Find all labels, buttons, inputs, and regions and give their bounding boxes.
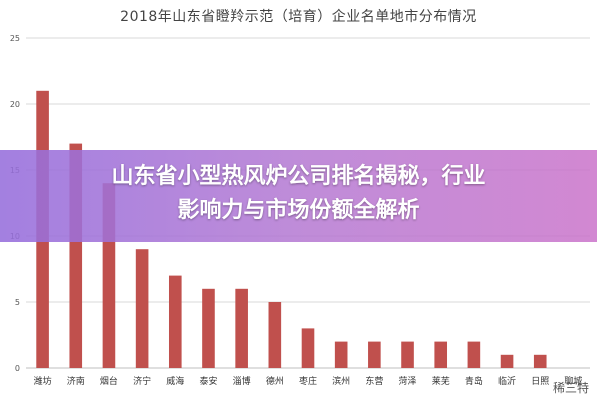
bar xyxy=(434,341,448,368)
x-tick-label: 德州 xyxy=(266,375,284,387)
x-tick-label: 菏泽 xyxy=(399,376,417,387)
y-tick-label: 20 xyxy=(10,100,20,109)
x-tick-label: 威海 xyxy=(166,375,184,387)
x-tick-label: 泰安 xyxy=(199,375,217,387)
bar xyxy=(268,302,282,368)
x-tick-label: 淄博 xyxy=(233,375,251,387)
x-tick-label: 青岛 xyxy=(465,375,483,387)
x-tick-label: 潍坊 xyxy=(34,375,52,387)
x-tick-label: 莱芜 xyxy=(432,375,450,387)
x-tick-label: 烟台 xyxy=(100,375,118,387)
chart-title: 2018年山东省瞪羚示范（培育）企业名单地市分布情况 xyxy=(120,9,477,25)
headline-line-2: 影响力与市场份额全解析 xyxy=(177,198,420,223)
bar xyxy=(401,341,414,368)
bar xyxy=(301,328,315,368)
bar xyxy=(202,288,215,368)
headline-line-1: 山东省小型热风炉公司排名揭秘，行业 xyxy=(111,164,486,189)
bar xyxy=(368,341,381,368)
x-tick-label: 日照 xyxy=(531,376,549,387)
watermark-logo: 稀三特 xyxy=(552,381,589,395)
y-tick-label: 0 xyxy=(15,364,20,373)
bar xyxy=(235,288,248,368)
y-tick-label: 5 xyxy=(15,298,20,307)
x-tick-label: 聊城 xyxy=(564,375,582,387)
x-tick-label: 枣庄 xyxy=(299,375,317,387)
bar xyxy=(467,341,481,368)
y-tick-label: 25 xyxy=(10,34,20,43)
headline-banner xyxy=(0,150,597,242)
x-tick-label: 东营 xyxy=(365,375,383,387)
bar xyxy=(135,249,149,368)
headline-text: 山东省小型热风炉公司排名揭秘，行业 影响力与市场份额全解析 xyxy=(0,160,597,228)
bar xyxy=(168,275,182,368)
bar xyxy=(334,341,348,368)
bar xyxy=(500,354,514,368)
bar xyxy=(533,354,547,368)
x-tick-label: 滨州 xyxy=(332,375,350,387)
x-tick-label: 济南 xyxy=(67,375,85,387)
x-tick-label: 临沂 xyxy=(498,375,516,387)
x-tick-label: 济宁 xyxy=(133,375,151,387)
